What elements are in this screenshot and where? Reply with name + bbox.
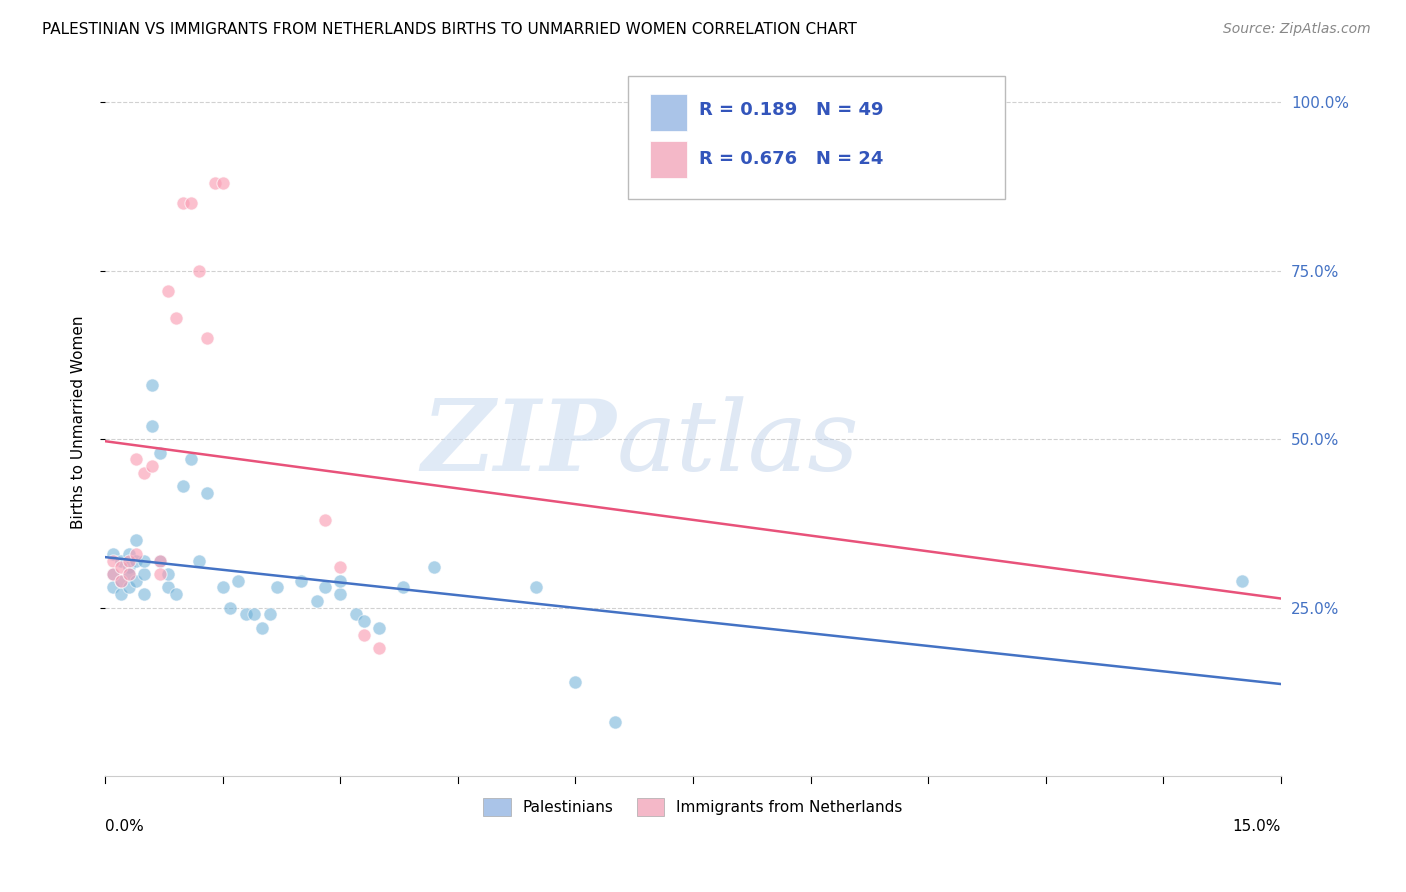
Point xyxy=(117,560,139,574)
Point xyxy=(329,560,352,574)
Point xyxy=(344,607,367,622)
Point xyxy=(156,566,179,581)
Point xyxy=(117,581,139,595)
Point xyxy=(134,553,156,567)
Point xyxy=(125,574,148,588)
Point xyxy=(110,560,132,574)
Point xyxy=(1230,574,1253,588)
Text: 15.0%: 15.0% xyxy=(1233,819,1281,834)
Point xyxy=(141,378,163,392)
Point xyxy=(134,566,156,581)
Point xyxy=(165,310,187,325)
Point xyxy=(368,641,391,656)
Point xyxy=(259,607,281,622)
Point xyxy=(117,566,139,581)
Point xyxy=(243,607,266,622)
Point xyxy=(353,614,375,628)
Point xyxy=(172,196,194,211)
Point xyxy=(117,553,139,567)
Point xyxy=(392,581,415,595)
Point xyxy=(368,621,391,635)
Point xyxy=(134,466,156,480)
Point xyxy=(125,452,148,467)
Point xyxy=(141,459,163,474)
FancyBboxPatch shape xyxy=(650,94,688,131)
Point xyxy=(204,176,226,190)
Point xyxy=(156,284,179,298)
Point xyxy=(353,627,375,641)
Text: 0.0%: 0.0% xyxy=(105,819,143,834)
Point xyxy=(219,600,242,615)
Point xyxy=(329,574,352,588)
Point xyxy=(101,566,124,581)
Point xyxy=(165,587,187,601)
Point xyxy=(423,560,446,574)
Point xyxy=(141,418,163,433)
Point xyxy=(110,574,132,588)
Point xyxy=(125,547,148,561)
Point xyxy=(156,581,179,595)
Point xyxy=(211,176,233,190)
Point xyxy=(101,566,124,581)
Point xyxy=(110,574,132,588)
Text: R = 0.676   N = 24: R = 0.676 N = 24 xyxy=(699,150,883,168)
Point xyxy=(149,553,172,567)
Point xyxy=(117,547,139,561)
Point xyxy=(314,581,336,595)
Point xyxy=(180,196,202,211)
Point xyxy=(172,479,194,493)
Point xyxy=(195,331,218,345)
Point xyxy=(125,533,148,548)
Point xyxy=(110,553,132,567)
Point xyxy=(101,581,124,595)
Point xyxy=(101,547,124,561)
Point xyxy=(188,263,211,277)
Point xyxy=(250,621,273,635)
Point xyxy=(180,452,202,467)
Legend: Palestinians, Immigrants from Netherlands: Palestinians, Immigrants from Netherland… xyxy=(477,792,908,822)
Point xyxy=(149,566,172,581)
Point xyxy=(524,581,547,595)
Point xyxy=(305,594,328,608)
Text: R = 0.189   N = 49: R = 0.189 N = 49 xyxy=(699,101,883,119)
Point xyxy=(195,486,218,500)
Point xyxy=(149,445,172,459)
Point xyxy=(329,587,352,601)
Point xyxy=(188,553,211,567)
Point xyxy=(149,553,172,567)
Text: Source: ZipAtlas.com: Source: ZipAtlas.com xyxy=(1223,22,1371,37)
Point xyxy=(117,566,139,581)
Point xyxy=(226,574,249,588)
Text: atlas: atlas xyxy=(617,396,859,491)
Point xyxy=(235,607,257,622)
FancyBboxPatch shape xyxy=(650,142,688,178)
Point xyxy=(134,587,156,601)
Point xyxy=(211,581,233,595)
Point xyxy=(314,513,336,527)
Point xyxy=(101,553,124,567)
Y-axis label: Births to Unmarried Women: Births to Unmarried Women xyxy=(72,316,86,529)
Point xyxy=(564,674,586,689)
FancyBboxPatch shape xyxy=(628,76,1005,200)
Point xyxy=(603,715,626,730)
Point xyxy=(266,581,288,595)
Point xyxy=(290,574,312,588)
Text: PALESTINIAN VS IMMIGRANTS FROM NETHERLANDS BIRTHS TO UNMARRIED WOMEN CORRELATION: PALESTINIAN VS IMMIGRANTS FROM NETHERLAN… xyxy=(42,22,858,37)
Text: ZIP: ZIP xyxy=(422,395,617,491)
Point xyxy=(110,587,132,601)
Point xyxy=(125,553,148,567)
